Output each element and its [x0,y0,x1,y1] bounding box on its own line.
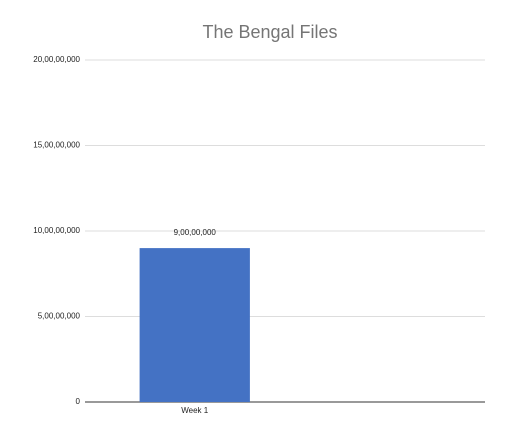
y-tick-label: 0 [76,397,81,406]
value-label: 9,00,00,000 [174,228,217,237]
y-tick-label: 20,00,00,000 [33,55,80,64]
y-tick-label: 10,00,00,000 [33,226,80,235]
y-tick-label: 5,00,00,000 [38,312,81,321]
y-tick-label: 15,00,00,000 [33,141,80,150]
chart-title: The Bengal Files [202,22,337,42]
bar [139,248,250,402]
x-tick-label: Week 1 [181,406,209,415]
